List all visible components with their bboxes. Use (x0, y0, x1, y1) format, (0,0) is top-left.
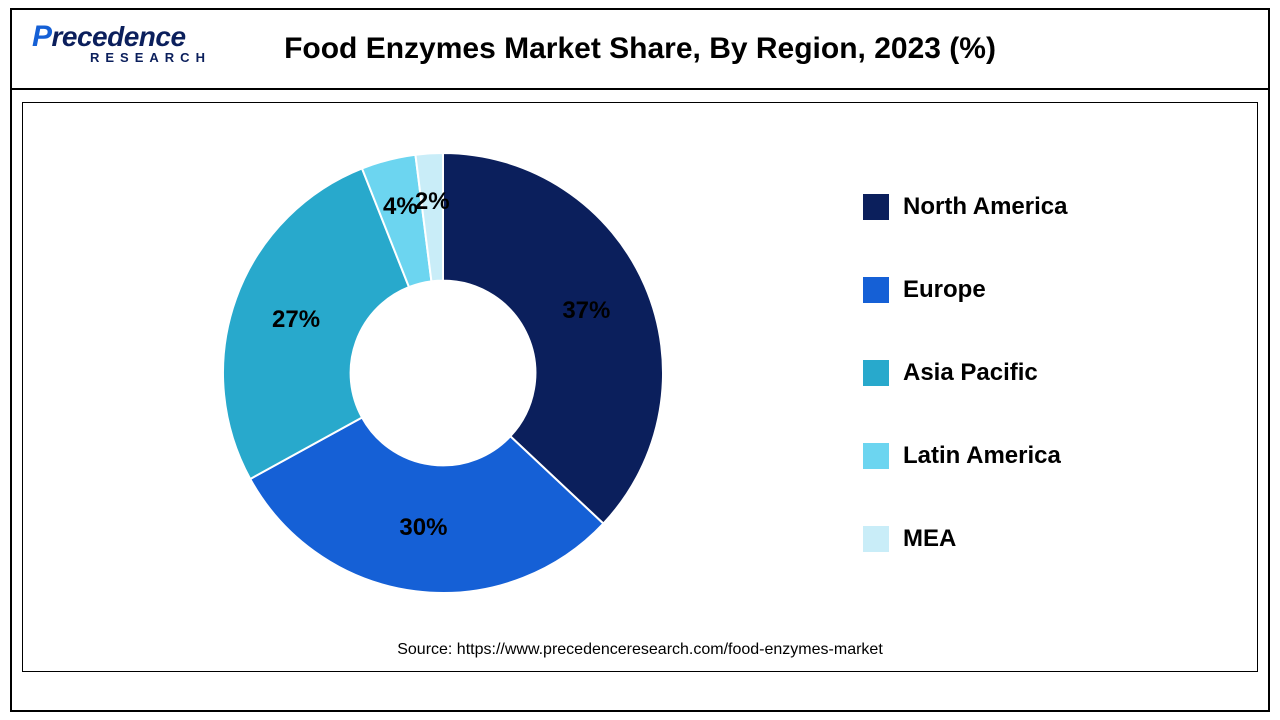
legend: North America Europe Asia Pacific Latin Ame… (863, 193, 1067, 553)
chart-area: 37% 30% 27% 4%2% North America Europe Asia Pa… (22, 102, 1258, 672)
logo-first-letter: P (32, 20, 52, 53)
legend-swatch (863, 360, 889, 386)
legend-item: Latin America (863, 442, 1067, 470)
legend-item: Asia Pacific (863, 359, 1067, 387)
legend-swatch (863, 194, 889, 220)
slice-label: 37% (562, 297, 610, 325)
legend-label: Europe (903, 276, 986, 304)
legend-label: North America (903, 193, 1067, 221)
slice-label: 30% (399, 514, 447, 542)
logo-sub: RESEARCH (90, 50, 232, 65)
logo-rest: recedence (52, 21, 186, 52)
slice-label: 2% (415, 188, 450, 216)
legend-item: MEA (863, 525, 1067, 553)
outer-frame: Precedence RESEARCH Food Enzymes Market … (10, 8, 1270, 712)
legend-swatch (863, 526, 889, 552)
slice-label: 27% (272, 306, 320, 334)
source-text: Source: https://www.precedenceresearch.c… (23, 641, 1257, 659)
donut-chart: 37% 30% 27% 4%2% (213, 143, 673, 603)
legend-label: Asia Pacific (903, 359, 1038, 387)
slice-label: 4% (383, 193, 418, 221)
logo-top: Precedence (32, 20, 232, 54)
legend-item: North America (863, 193, 1067, 221)
legend-label: MEA (903, 525, 956, 553)
header-bar: Precedence RESEARCH Food Enzymes Market … (12, 10, 1268, 90)
legend-swatch (863, 277, 889, 303)
legend-item: Europe (863, 276, 1067, 304)
legend-label: Latin America (903, 442, 1061, 470)
brand-logo: Precedence RESEARCH (32, 20, 232, 65)
legend-swatch (863, 443, 889, 469)
